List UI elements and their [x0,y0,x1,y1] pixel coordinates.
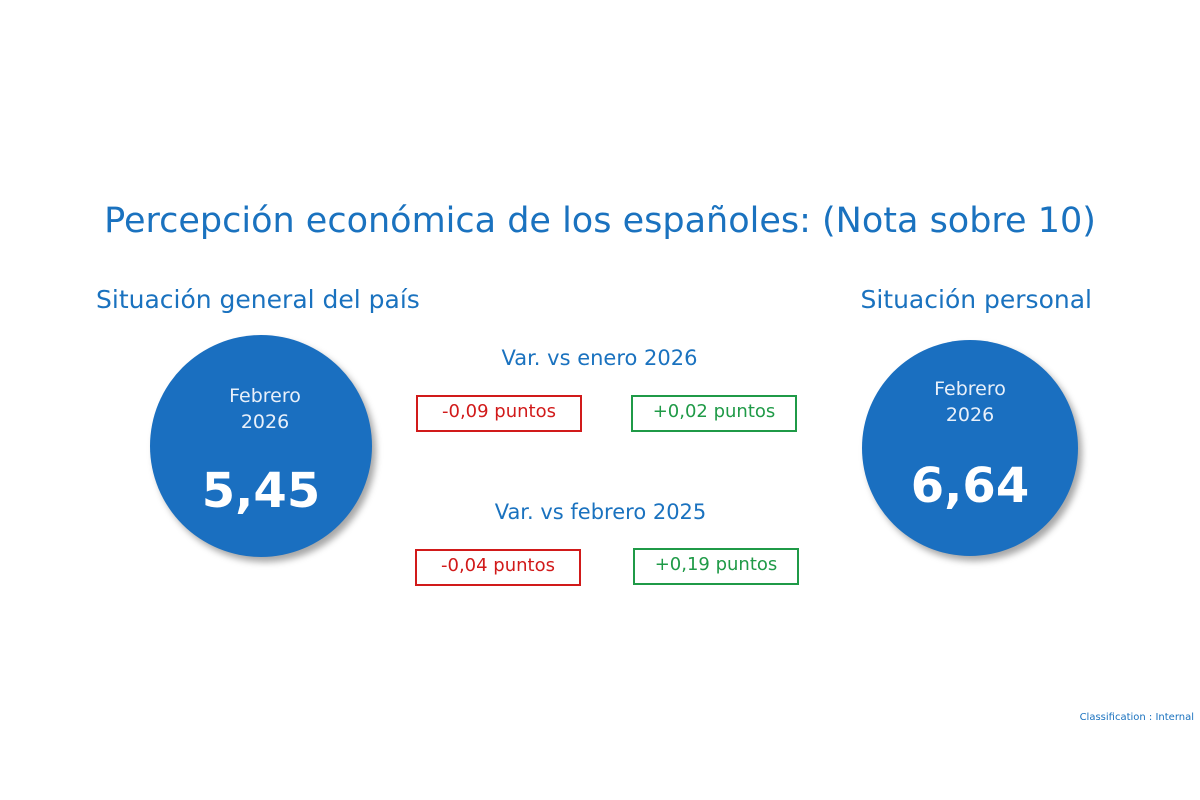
comparison-label-year: Var. vs febrero 2025 [494,500,707,524]
change-badge-country-year: -0,04 puntos [415,549,581,586]
score-circle-country: Febrero 2026 5,45 [150,335,372,557]
classification-label: Classification : Internal [1079,712,1194,723]
page-title: Percepción económica de los españoles: (… [104,201,1096,241]
section-heading-country: Situación general del país [96,285,420,314]
change-badge-personal-year: +0,19 puntos [633,548,799,585]
comparison-label-month: Var. vs enero 2026 [501,346,698,370]
score-month-label: Febrero [229,385,301,407]
section-heading-personal: Situación personal [860,285,1092,314]
score-month-label: Febrero [934,378,1006,400]
score-year-label: 2026 [945,404,995,426]
change-badge-country-month: -0,09 puntos [416,395,582,432]
score-year-label: 2026 [240,411,290,433]
score-value: 6,64 [910,458,1030,514]
score-value: 5,45 [201,463,321,519]
score-circle-personal: Febrero 2026 6,64 [862,340,1078,556]
change-badge-personal-month: +0,02 puntos [631,395,797,432]
